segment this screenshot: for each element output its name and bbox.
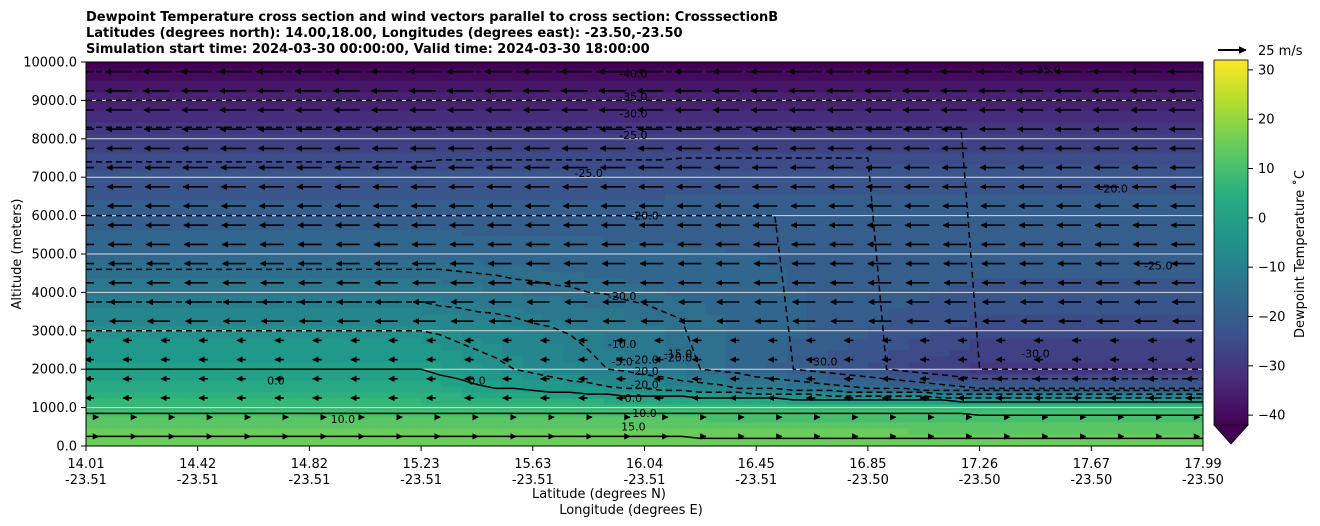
contour-label: 10.0	[632, 407, 657, 420]
contour-label: -35.0	[619, 90, 647, 103]
y-tick-label: 0.0	[56, 440, 77, 455]
contour-line	[86, 435, 1203, 440]
colorbar-gradient	[1213, 59, 1249, 426]
x-tick-label-lat: 17.67	[1073, 457, 1110, 472]
colorbar-tick-label: 20	[1258, 113, 1275, 128]
contour-label: -20.0	[630, 378, 658, 391]
y-tick-label: 3000.0	[32, 324, 78, 339]
colorbar-label: Dewpoint Temperature ˚C	[1292, 170, 1308, 338]
contour-line	[86, 368, 1203, 403]
colorbar-tick-label: −10	[1258, 261, 1285, 276]
x-tick-label-lon: -23.51	[65, 473, 107, 488]
contour-label: -20.0	[630, 365, 658, 378]
contour-label: -15.0	[664, 348, 692, 361]
y-tick-label: 10000.0	[23, 56, 77, 71]
contour-label: -35.0	[1032, 64, 1060, 77]
x-tick-label-lon: -23.51	[624, 473, 666, 488]
x-tick-label-lon: -23.50	[847, 473, 889, 488]
contour-label: -20.0	[664, 352, 692, 365]
x-axis-label: Latitude (degrees N)	[532, 487, 666, 502]
dewpoint-contour-lines	[86, 70, 1203, 440]
x-tick-label-lon: -23.51	[177, 473, 219, 488]
x-tick-label-lat: 14.42	[179, 457, 216, 472]
x-axis-label-2: Longitude (degrees E)	[559, 503, 703, 518]
colorbar-tick-label: 10	[1258, 162, 1275, 177]
x-tick-label-lat: 17.99	[1184, 457, 1221, 472]
x-tick-label-lon: -23.51	[288, 473, 330, 488]
contour-line	[86, 412, 1203, 417]
contour-label: -20.0	[608, 290, 636, 303]
contour-label: -5.0	[611, 355, 632, 368]
contour-line	[86, 157, 1203, 380]
colorbar-tick-label: −30	[1258, 359, 1285, 374]
x-tick-label-lat: 14.01	[67, 457, 104, 472]
contour-label: -20.0	[1099, 183, 1127, 196]
contour-label: -30.0	[1021, 348, 1049, 361]
x-tick-label-lat: 16.04	[626, 457, 663, 472]
contour-label: -40.0	[619, 67, 647, 80]
y-tick-label: 5000.0	[32, 248, 78, 263]
x-axis: 14.01-23.5114.42-23.5114.82-23.5115.23-2…	[65, 446, 1224, 488]
y-tick-label: 2000.0	[32, 363, 78, 378]
chart-title-line-1: Dewpoint Temperature cross section and w…	[86, 10, 778, 25]
y-tick-label: 9000.0	[32, 94, 78, 109]
y-tick-label: 7000.0	[32, 171, 78, 186]
colorbar-extend-triangle	[1213, 424, 1249, 445]
chart-title-line-2: Latitudes (degrees north): 14.00,18.00, …	[86, 26, 683, 41]
quiver-key-label: 25 m/s	[1258, 44, 1303, 59]
contour-label: 15.0	[621, 421, 646, 434]
contour-line	[86, 126, 1203, 370]
contour-label: -25.0	[574, 167, 602, 180]
y-axis: 0.0 1000.0 2000.0 3000.0 4000.0 5000.0 6000.0 7…	[23, 56, 86, 455]
x-tick-label-lon: -23.50	[1070, 473, 1112, 488]
contour-label: -25.0	[619, 129, 647, 142]
colorbar: 30 20 10 0 −10 −20 −30 −40 Dewpoint Temperature…	[1213, 59, 1308, 445]
contour-label: 0.0	[267, 375, 285, 388]
colorbar-ticks: 30 20 10 0 −10 −20 −30 −40	[1248, 63, 1285, 424]
contour-line	[86, 330, 1203, 399]
x-tick-label-lon: -23.50	[959, 473, 1001, 488]
contour-line	[86, 301, 1203, 395]
y-tick-label: 6000.0	[32, 209, 78, 224]
x-tick-label-lat: 16.45	[738, 457, 775, 472]
y-tick-label: 1000.0	[32, 401, 78, 416]
chart-title-line-3: Simulation start time: 2024-03-30 00:00:…	[86, 42, 650, 57]
x-tick-label-lon: -23.50	[1182, 473, 1224, 488]
contour-label: -20.0	[630, 353, 658, 366]
contour-label: 10.0	[331, 413, 356, 426]
x-tick-label-lon: -23.51	[400, 473, 442, 488]
contour-label: -30.0	[809, 355, 837, 368]
colorbar-tick-label: 0	[1258, 211, 1266, 226]
x-tick-label-lat: 17.26	[961, 457, 998, 472]
plot-area: -40.0-35.0-30.0-25.0-25.0-20.0-20.0-20.0…	[86, 62, 1203, 446]
colorbar-tick-label: 30	[1258, 63, 1275, 78]
x-tick-label-lon: -23.51	[512, 473, 554, 488]
contour-labels: -40.0-35.0-30.0-25.0-25.0-20.0-20.0-20.0…	[267, 64, 1172, 434]
x-tick-label-lat: 15.63	[514, 457, 551, 472]
colorbar-tick-label: −20	[1258, 310, 1285, 325]
x-tick-label-lon: -23.51	[735, 473, 777, 488]
colorbar-tick-label: −40	[1258, 409, 1285, 424]
contour-label: -25.0	[1144, 259, 1172, 272]
x-tick-label-lat: 15.23	[402, 457, 439, 472]
contour-label: -30.0	[619, 108, 647, 121]
x-tick-label-lat: 14.82	[291, 457, 328, 472]
contour-label: 0.0	[468, 375, 486, 388]
contour-label: 0.0	[625, 392, 643, 405]
contour-label: -10.0	[608, 338, 636, 351]
x-tick-label-lat: 16.85	[849, 457, 886, 472]
y-axis-label: Altitude (meters)	[10, 199, 25, 310]
y-tick-label: 4000.0	[32, 286, 78, 301]
wind-vectors	[86, 68, 1201, 440]
y-tick-label: 8000.0	[32, 132, 78, 147]
contour-label: -20.0	[630, 209, 658, 222]
